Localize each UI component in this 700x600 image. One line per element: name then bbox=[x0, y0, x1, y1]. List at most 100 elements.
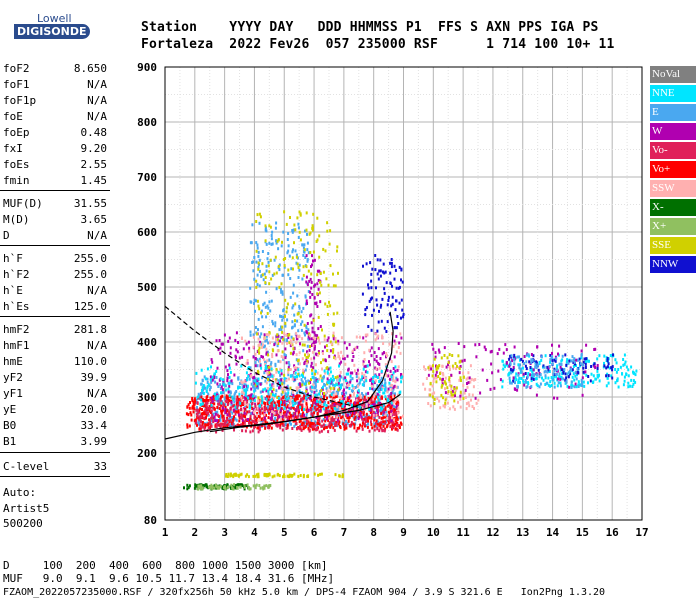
echo-point bbox=[287, 232, 290, 235]
echo-point bbox=[362, 421, 364, 425]
echo-point bbox=[319, 405, 322, 409]
x-tick-label: 3 bbox=[221, 526, 228, 539]
echo-point bbox=[572, 372, 575, 376]
echo-point bbox=[343, 395, 346, 399]
echo-point bbox=[337, 381, 340, 385]
echo-point bbox=[396, 378, 399, 382]
echo-point bbox=[525, 380, 527, 384]
echo-point bbox=[264, 364, 267, 368]
echo-point bbox=[302, 306, 305, 310]
echo-point bbox=[439, 377, 442, 381]
echo-point bbox=[298, 394, 301, 398]
echo-point bbox=[425, 377, 428, 380]
echo-point bbox=[313, 347, 316, 351]
echo-point bbox=[277, 359, 280, 363]
echo-point bbox=[207, 413, 210, 417]
echo-point bbox=[303, 407, 305, 411]
echo-point bbox=[295, 331, 298, 335]
echo-point bbox=[465, 402, 468, 406]
echo-point bbox=[347, 396, 350, 400]
echo-point bbox=[483, 345, 486, 349]
echo-point bbox=[362, 336, 365, 340]
x-tick-label: 12 bbox=[486, 526, 499, 539]
echo-point bbox=[210, 365, 212, 369]
echo-point bbox=[270, 392, 273, 396]
echo-point bbox=[233, 483, 236, 487]
echo-point bbox=[291, 405, 294, 409]
echo-point bbox=[247, 340, 250, 344]
echo-point bbox=[493, 386, 496, 390]
echo-point bbox=[386, 397, 389, 401]
echo-point bbox=[462, 397, 465, 400]
echo-point bbox=[517, 385, 519, 389]
echo-point bbox=[305, 326, 308, 330]
echo-point bbox=[317, 315, 320, 319]
echo-point bbox=[341, 394, 344, 398]
echo-point bbox=[252, 355, 255, 359]
echo-point bbox=[338, 379, 341, 383]
echo-point bbox=[331, 407, 334, 411]
echo-point bbox=[399, 421, 402, 425]
echo-point bbox=[551, 362, 554, 366]
echo-point bbox=[306, 420, 309, 423]
legend-item: SSW bbox=[650, 180, 696, 197]
echo-point bbox=[607, 374, 610, 378]
echo-point bbox=[320, 361, 322, 365]
echo-point bbox=[279, 336, 282, 340]
echo-point bbox=[355, 415, 358, 419]
echo-point bbox=[263, 371, 266, 375]
echo-point bbox=[308, 348, 311, 352]
echo-point bbox=[512, 376, 515, 380]
echo-point bbox=[267, 389, 270, 393]
echo-point bbox=[263, 408, 266, 412]
echo-point bbox=[381, 403, 384, 407]
echo-point bbox=[254, 361, 257, 365]
echo-point bbox=[211, 378, 214, 382]
echo-point bbox=[239, 401, 242, 405]
echo-point bbox=[337, 402, 340, 406]
echo-point bbox=[210, 409, 213, 413]
echo-point bbox=[273, 474, 276, 478]
echo-point bbox=[374, 387, 377, 391]
echo-point bbox=[514, 381, 516, 385]
echo-point bbox=[298, 382, 301, 386]
echo-point bbox=[217, 414, 220, 418]
echo-point bbox=[316, 371, 319, 375]
echo-point bbox=[297, 474, 300, 478]
echo-point bbox=[296, 262, 299, 266]
echo-point bbox=[289, 374, 292, 378]
echo-point bbox=[251, 407, 254, 410]
echo-point bbox=[337, 342, 340, 346]
echo-point bbox=[614, 358, 617, 362]
echo-point bbox=[351, 404, 353, 407]
echo-point bbox=[303, 250, 306, 254]
echo-point bbox=[244, 474, 247, 478]
echo-point bbox=[214, 396, 217, 400]
echo-point bbox=[560, 363, 563, 366]
echo-point bbox=[573, 360, 576, 364]
echo-point bbox=[332, 348, 335, 351]
echo-point bbox=[299, 425, 302, 429]
echo-point bbox=[209, 385, 212, 389]
echo-point bbox=[228, 385, 231, 388]
echo-point bbox=[270, 426, 273, 430]
echo-point bbox=[370, 286, 373, 290]
echo-point bbox=[251, 402, 253, 406]
echo-point bbox=[268, 368, 271, 372]
echo-point bbox=[274, 321, 277, 325]
echo-point bbox=[266, 399, 269, 403]
echo-point bbox=[351, 371, 354, 375]
echo-point bbox=[266, 333, 268, 336]
echo-point bbox=[381, 429, 384, 433]
echo-point bbox=[381, 336, 384, 340]
echo-point bbox=[331, 419, 334, 423]
echo-point bbox=[448, 353, 451, 357]
echo-point bbox=[274, 378, 277, 382]
echo-point bbox=[365, 398, 367, 402]
echo-point bbox=[205, 402, 207, 405]
param-row: foEp 0.48 bbox=[3, 126, 111, 139]
echo-point bbox=[378, 309, 380, 313]
echo-point bbox=[356, 404, 359, 408]
echo-point bbox=[561, 372, 564, 376]
echo-point bbox=[385, 330, 388, 333]
